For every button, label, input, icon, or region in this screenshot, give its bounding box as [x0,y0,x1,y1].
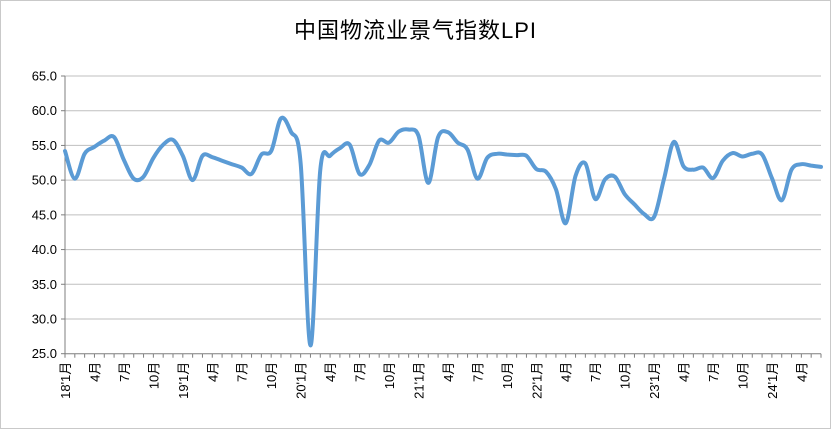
x-tick-label: 19'1月 [176,362,191,399]
x-axis-labels: 18'1月 4月 7月 10月 19'1月 4月 7月 10月 20'1月 4月 7月 10月 21'1… [58,362,809,399]
y-tick-label: 40.0 [32,242,57,257]
x-tick-label: 21'1月 [411,362,426,399]
x-tick-label: 7月 [117,362,132,382]
x-tick-label: 4月 [441,362,456,382]
x-tick-label: 10月 [735,362,750,389]
x-tick-label: 4月 [323,362,338,382]
y-axis-labels: 25.0 30.0 35.0 40.0 45.0 50.0 55.0 60.0 65.0 [32,69,57,362]
x-tick-label: 18'1月 [58,362,73,399]
y-tick-label: 45.0 [32,207,57,222]
y-tick-label: 25.0 [32,346,57,361]
x-tick-label: 10月 [618,362,633,389]
x-tick-label: 7月 [588,362,603,382]
y-tick-label: 65.0 [32,69,57,84]
x-tick-label: 4月 [677,362,692,382]
x-tick-label: 20'1月 [294,362,309,399]
y-tick-label: 30.0 [32,311,57,326]
x-tick-label: 4月 [205,362,220,382]
y-axis [61,75,66,355]
x-tick-label: 10月 [146,362,161,389]
x-tick-label: 10月 [264,362,279,389]
x-tick-label: 4月 [87,362,102,382]
y-tick-label: 60.0 [32,103,57,118]
x-tick-label: 24'1月 [765,362,780,399]
x-tick-label: 4月 [794,362,809,382]
x-tick-label: 10月 [500,362,515,389]
x-tick-label: 4月 [559,362,574,382]
x-axis [64,353,822,358]
x-tick-label: 7月 [470,362,485,382]
x-tick-label: 23'1月 [647,362,662,399]
chart-title: 中国物流业景气指数LPI [293,18,538,43]
x-tick-label: 7月 [706,362,721,382]
x-tick-label: 7月 [353,362,368,382]
x-tick-label: 22'1月 [529,362,544,399]
y-tick-label: 55.0 [32,138,57,153]
y-tick-label: 50.0 [32,173,57,188]
y-tick-label: 35.0 [32,277,57,292]
x-tick-label: 10月 [382,362,397,389]
x-tick-label: 7月 [235,362,250,382]
lpi-series-line [63,115,823,348]
y-gridlines [65,75,821,320]
